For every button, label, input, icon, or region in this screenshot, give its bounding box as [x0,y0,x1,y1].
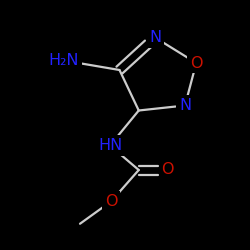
Text: N: N [149,30,161,45]
Text: H₂N: H₂N [48,53,79,68]
Text: N: N [179,98,191,113]
Text: O: O [161,162,174,178]
Text: HN: HN [98,138,122,153]
Text: O: O [190,56,202,70]
Text: O: O [105,194,118,209]
